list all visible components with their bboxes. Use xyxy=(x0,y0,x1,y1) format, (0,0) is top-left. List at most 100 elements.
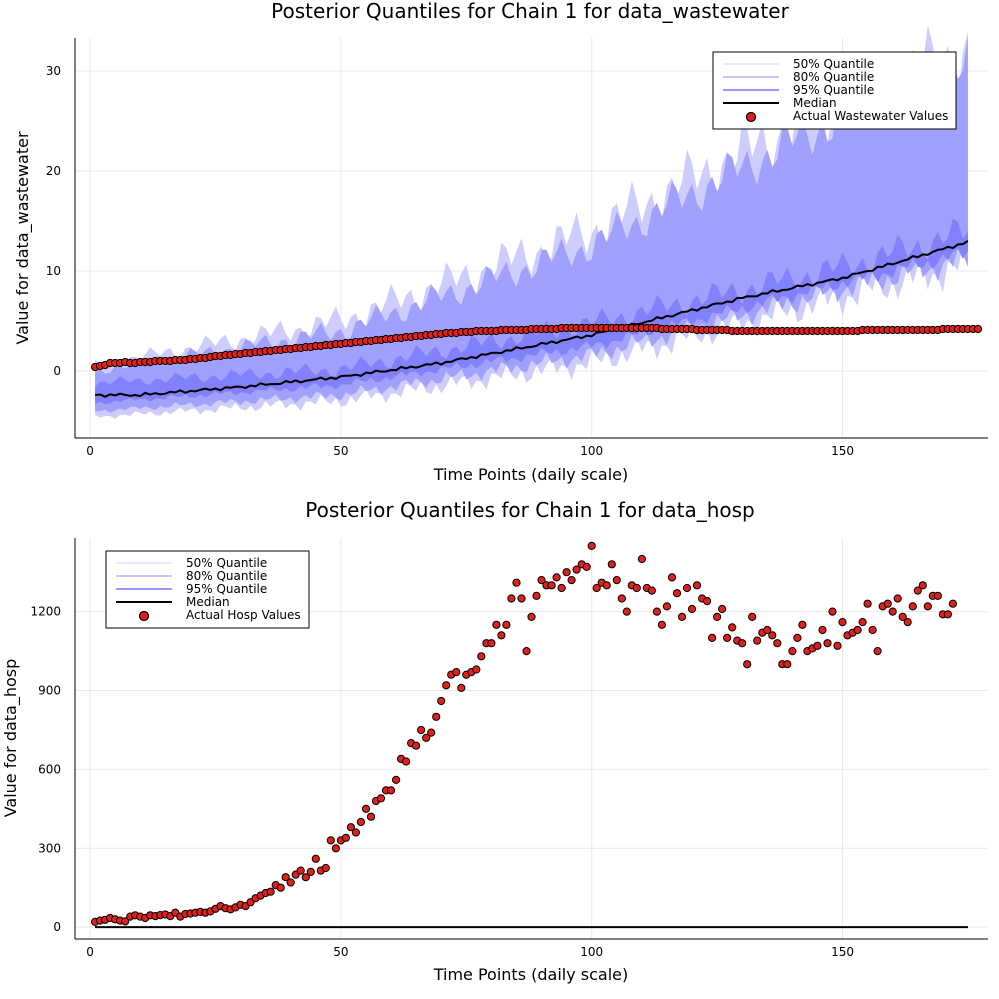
actual-point xyxy=(893,594,902,603)
legend-label: 50% Quantile xyxy=(793,57,874,71)
actual-point xyxy=(652,607,662,616)
median-line xyxy=(95,240,969,398)
actual-point xyxy=(677,612,687,622)
actual-point xyxy=(708,633,717,643)
actual-point xyxy=(502,620,511,629)
actual-point xyxy=(341,833,350,842)
actual-point xyxy=(547,581,556,590)
actual-point xyxy=(738,639,747,648)
x-tick-label: 150 xyxy=(831,945,854,959)
actual-point xyxy=(281,873,290,882)
y-tick-label: 30 xyxy=(46,64,61,78)
x-tick-label: 50 xyxy=(333,945,348,959)
y-tick-label: 0 xyxy=(53,364,61,378)
actual-point xyxy=(422,733,431,742)
actual-point xyxy=(748,612,757,622)
y-tick-label: 300 xyxy=(38,841,61,855)
legend-swatch xyxy=(138,610,150,622)
actual-point xyxy=(366,812,376,821)
actual-point xyxy=(412,741,421,750)
actual-point xyxy=(788,647,797,656)
legend-label: 95% Quantile xyxy=(793,83,874,97)
x-tick-label: 150 xyxy=(831,444,854,458)
actual-point xyxy=(773,639,782,648)
wastewater-tick-labels: 0 50 100 150 0 10 20 30 xyxy=(46,64,854,458)
actual-point xyxy=(402,757,411,766)
actual-point xyxy=(703,597,712,606)
actual-point xyxy=(753,636,762,645)
actual-point xyxy=(497,631,506,640)
actual-point xyxy=(913,586,922,595)
actual-point xyxy=(622,607,631,616)
actual-point xyxy=(602,581,611,590)
actual-point xyxy=(923,602,932,611)
wastewater-chart-title: Posterior Quantiles for Chain 1 for data… xyxy=(271,0,789,23)
hosp-chart-title: Posterior Quantiles for Chain 1 for data… xyxy=(305,498,755,522)
actual-point xyxy=(492,620,501,629)
actual-point xyxy=(713,612,722,622)
legend-label: Actual Wastewater Values xyxy=(793,109,948,123)
actual-point xyxy=(692,581,702,590)
actual-point xyxy=(392,775,401,785)
actual-point xyxy=(276,883,285,892)
actual-point xyxy=(512,578,521,587)
actual-point xyxy=(326,836,335,845)
actual-point xyxy=(442,681,451,690)
actual-point xyxy=(828,607,837,616)
actual-point xyxy=(818,625,827,635)
actual-point xyxy=(532,591,541,600)
actual-point xyxy=(682,583,692,593)
actual-point xyxy=(793,633,802,643)
actual-point xyxy=(632,583,641,593)
actual-point xyxy=(823,639,832,648)
legend-label: Median xyxy=(793,96,837,110)
actual-point xyxy=(918,581,927,590)
actual-point xyxy=(883,599,892,608)
legend-label: Actual Hosp Values xyxy=(186,608,301,622)
actual-point xyxy=(311,854,320,863)
y-tick-label: 900 xyxy=(38,684,61,698)
actual-point xyxy=(351,828,360,837)
actual-point xyxy=(121,917,130,926)
actual-point xyxy=(657,620,667,629)
actual-point xyxy=(376,794,386,803)
y-tick-label: 600 xyxy=(38,762,61,776)
actual-point xyxy=(417,725,426,735)
actual-point xyxy=(898,612,907,622)
y-tick-label: 0 xyxy=(53,920,61,934)
outer-quantile-band xyxy=(95,24,968,419)
actual-point xyxy=(662,602,672,611)
actual-point xyxy=(723,633,732,643)
actual-point xyxy=(522,647,531,656)
actual-point xyxy=(813,641,822,650)
y-tick-label: 1200 xyxy=(30,605,61,619)
actual-point xyxy=(728,623,737,632)
actual-point xyxy=(487,639,496,648)
middle-quantile-band xyxy=(95,36,968,413)
actual-point xyxy=(472,665,481,674)
actual-point xyxy=(306,867,315,877)
actual-point xyxy=(301,873,310,882)
actual-point xyxy=(838,618,847,627)
actual-point xyxy=(672,589,682,598)
actual-point xyxy=(427,728,436,737)
x-tick-label: 100 xyxy=(580,945,603,959)
actual-point xyxy=(833,641,842,650)
wastewater-x-axis-label: Time Points (daily scale) xyxy=(433,465,629,484)
legend-label: 80% Quantile xyxy=(186,569,267,583)
actual-point xyxy=(973,324,983,334)
actual-point xyxy=(948,599,958,608)
wastewater-actual-points xyxy=(91,323,983,372)
wastewater-median-line xyxy=(95,240,969,398)
actual-point xyxy=(617,594,626,603)
actual-point xyxy=(477,652,486,661)
actual-point xyxy=(763,625,772,635)
actual-point xyxy=(457,683,466,693)
actual-point xyxy=(286,878,295,887)
y-tick-label: 10 xyxy=(46,264,61,278)
actual-point xyxy=(903,618,912,627)
actual-point xyxy=(873,647,882,656)
